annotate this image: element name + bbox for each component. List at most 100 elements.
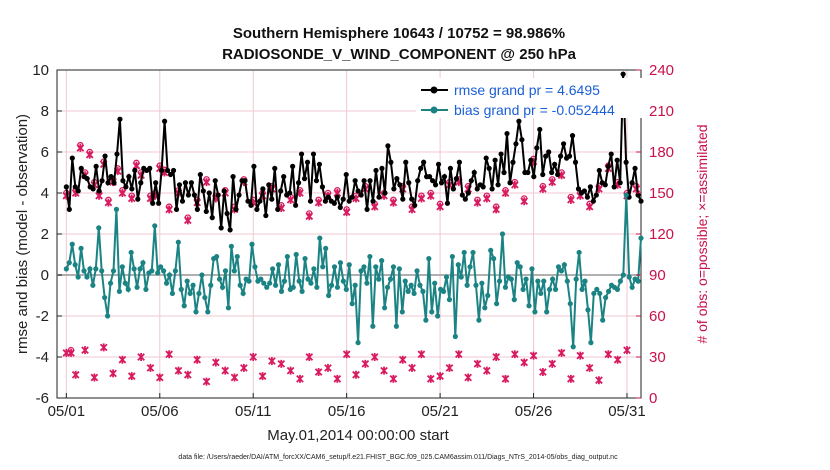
bias-point — [414, 268, 420, 274]
bias-point — [160, 268, 167, 274]
obs-assimilated-marker — [202, 178, 211, 187]
rmse-point — [150, 200, 156, 206]
obs-assimilated-marker — [118, 189, 127, 197]
bias-point — [591, 290, 597, 297]
rmse-point — [388, 159, 394, 165]
bias-point — [166, 272, 173, 278]
rmse-point — [403, 159, 409, 165]
rmse-point — [590, 198, 596, 204]
y-tick-label: 10 — [32, 62, 49, 79]
bias-point — [107, 280, 114, 286]
rmse-point — [441, 174, 448, 180]
bias-point — [311, 266, 317, 272]
bias-point — [440, 288, 447, 294]
rmse-point — [209, 215, 215, 221]
y2-tick-label: 60 — [649, 308, 666, 325]
bias-point — [284, 253, 290, 260]
bias-point — [187, 290, 193, 297]
y2-axis-label: # of obs: o=possible; ×=assimilated — [694, 124, 710, 343]
bias-point — [87, 266, 93, 272]
rmse-point — [587, 184, 593, 190]
bias-point — [290, 284, 296, 290]
rmse-point — [233, 206, 239, 212]
rmse-point — [90, 186, 96, 192]
rmse-point — [84, 176, 90, 182]
obs-assimilated-marker — [426, 191, 435, 200]
rmse-point — [206, 190, 212, 196]
rmse-point — [66, 206, 72, 212]
rmse-point — [367, 178, 373, 184]
obs-low-marker — [576, 351, 585, 360]
rmse-point — [319, 184, 326, 190]
bias-point — [561, 262, 567, 268]
bias-point — [172, 268, 178, 274]
bias-point — [63, 266, 69, 272]
bias-point — [246, 278, 252, 284]
rmse-point — [376, 194, 382, 200]
rmse-point — [620, 71, 626, 77]
rmse-point — [287, 190, 293, 196]
rmse-point — [215, 192, 221, 198]
bias-point — [502, 284, 509, 290]
bias-point — [93, 266, 99, 272]
bias-point — [408, 282, 414, 288]
rmse-point — [325, 194, 331, 200]
legend: rmse grand pr = 4.6495 bias grand pr = -… — [416, 78, 642, 118]
obs-low-marker — [342, 350, 351, 359]
obs-low-marker — [548, 359, 557, 368]
bias-point — [84, 274, 90, 280]
bias-point — [99, 268, 105, 274]
obs-low-marker — [296, 374, 304, 383]
bias-point — [158, 264, 164, 270]
rmse-point — [269, 196, 275, 202]
y2-tick-label: 120 — [649, 226, 674, 243]
obs-low-marker — [146, 363, 155, 372]
obs-low-marker — [324, 363, 332, 372]
rmse-point — [298, 151, 305, 157]
rmse-point — [382, 190, 388, 196]
rmse-point — [462, 196, 468, 202]
rmse-point — [245, 198, 251, 204]
obs-low-marker — [473, 359, 482, 368]
rmse-point — [346, 198, 352, 204]
bias-point — [523, 276, 529, 282]
rmse-point — [254, 206, 260, 212]
rmse-point — [272, 165, 278, 171]
rmse-point — [301, 176, 308, 182]
obs-low-marker — [613, 355, 622, 364]
rmse-point — [242, 178, 248, 184]
bias-point — [305, 276, 311, 282]
bias-point — [417, 282, 423, 288]
rmse-point — [498, 151, 504, 157]
rmse-point — [138, 180, 144, 186]
rmse-point — [525, 169, 531, 176]
bias-point — [605, 288, 612, 294]
rmse-point — [147, 165, 153, 171]
bias-point — [491, 256, 497, 262]
rmse-point — [126, 174, 132, 180]
bias-point — [426, 256, 432, 262]
obs-low-marker — [398, 355, 407, 364]
rmse-point — [236, 192, 242, 198]
rmse-point — [629, 180, 635, 186]
rmse-point — [355, 188, 361, 194]
legend-rmse-marker — [430, 86, 438, 94]
obs-low-marker — [258, 372, 267, 381]
bias-point — [467, 264, 473, 270]
rmse-point — [123, 184, 129, 190]
obs-low-marker — [212, 358, 220, 367]
bias-point — [588, 340, 594, 346]
rmse-point — [581, 188, 588, 194]
y2-tick-label: 210 — [649, 103, 674, 120]
rmse-point — [373, 167, 379, 174]
rmse-point — [385, 143, 391, 149]
rmse-point — [364, 206, 370, 212]
obs-low-marker — [230, 373, 239, 382]
rmse-point — [450, 186, 457, 192]
obs-low-marker — [389, 374, 398, 383]
rmse-point — [337, 204, 343, 210]
bias-point — [258, 276, 264, 282]
rmse-point — [406, 180, 412, 186]
rmse-point — [185, 192, 192, 198]
bias-point — [302, 256, 308, 262]
